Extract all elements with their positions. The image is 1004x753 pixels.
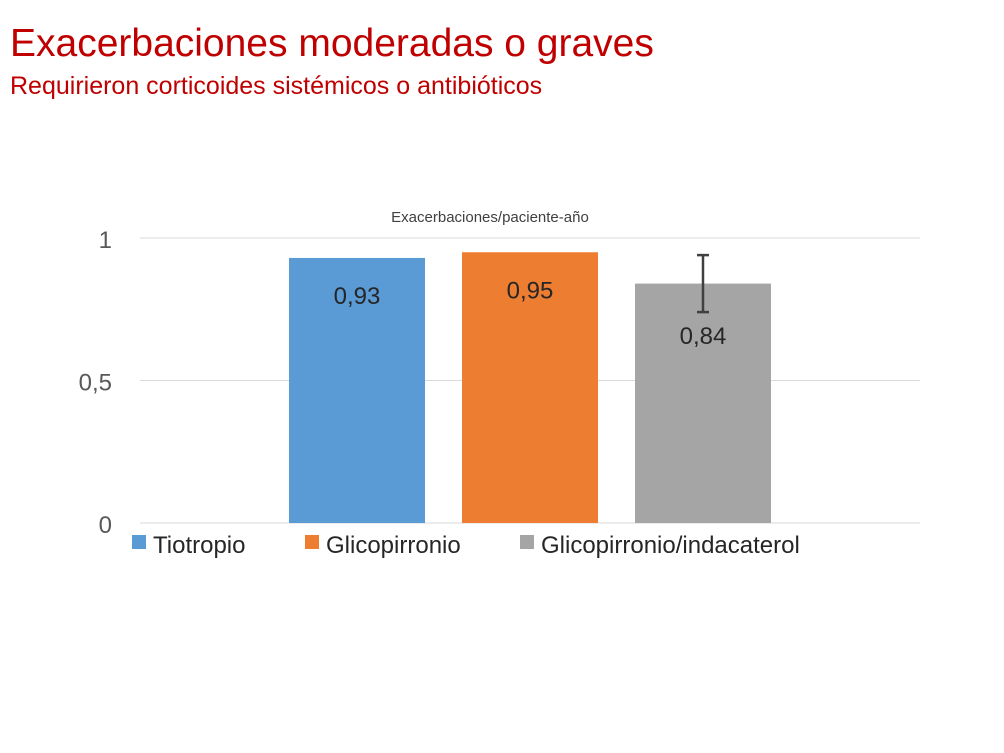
legend-swatch: [520, 535, 534, 549]
legend-label: Tiotropio: [153, 532, 245, 559]
bar-glicopirronio-indacaterol: [635, 283, 771, 523]
y-tick-label: 0: [99, 512, 112, 539]
legend-label: Glicopirronio: [326, 532, 461, 559]
chart-title: Exacerbaciones/paciente-año: [391, 209, 589, 226]
bar-glicopirronio: [462, 252, 598, 523]
bar-tiotropio: [289, 257, 425, 523]
y-tick-label: 1: [99, 227, 112, 254]
slide-title: Exacerbaciones moderadas o graves: [10, 22, 654, 65]
data-label: 0,95: [507, 277, 554, 304]
data-label: 0,93: [334, 283, 381, 310]
y-tick-label: 0,5: [79, 370, 112, 397]
legend-swatch: [305, 535, 319, 549]
legend-swatch: [132, 535, 146, 549]
slide-subtitle: Requirieron corticoides sistémicos o ant…: [10, 72, 543, 100]
data-label: 0,84: [680, 323, 727, 350]
legend-label: Glicopirronio/indacaterol: [541, 532, 800, 559]
